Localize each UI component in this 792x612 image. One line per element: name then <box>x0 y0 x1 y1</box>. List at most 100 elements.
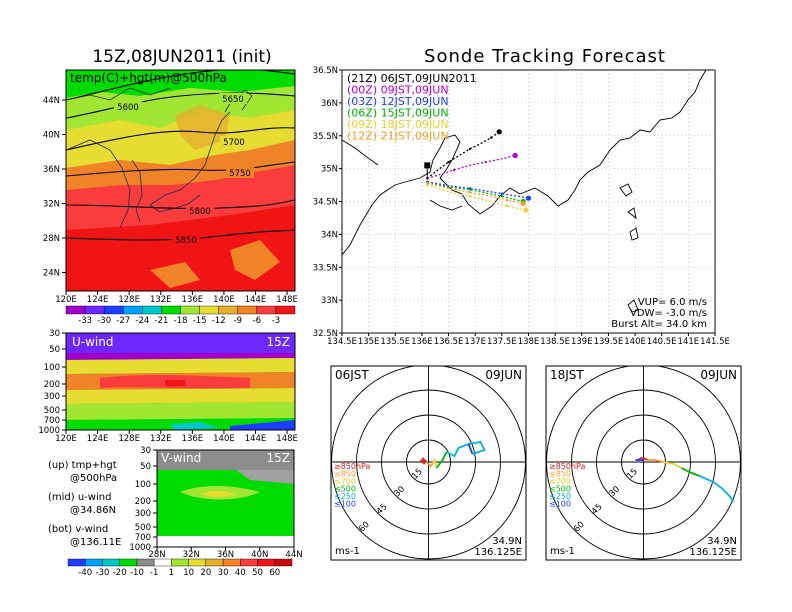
colorbar-swatch <box>188 558 207 567</box>
level-legend-4: ≤250 <box>549 492 571 501</box>
colorbar-label: 20 <box>200 568 211 578</box>
colorbar-label: 1 <box>169 568 174 578</box>
track-point <box>505 198 509 202</box>
y-tick-label: 100 <box>44 363 60 373</box>
x-tick-label: 144E <box>245 434 267 444</box>
x-tick-label: 135E <box>358 337 380 347</box>
x-tick-label: 140E <box>624 337 646 347</box>
x-tick-label: 137.5E <box>487 337 517 347</box>
x-tick-label: 32N <box>183 550 200 560</box>
track-point <box>468 188 472 191</box>
panel-uwind <box>66 333 295 430</box>
y-tick-label: 36N <box>43 165 60 175</box>
track-map-frame <box>341 69 716 334</box>
x-tick-label: 28N <box>148 550 165 560</box>
y-tick-label: 30 <box>140 446 151 456</box>
x-tick-label: 36N <box>217 550 234 560</box>
contour-label-5850: 5850 <box>175 236 197 246</box>
colorbar-swatch <box>199 305 219 315</box>
x-tick-label: 139E <box>571 337 593 347</box>
track-point <box>468 191 472 194</box>
trace-segment-5 <box>467 443 474 455</box>
colorbar-label: 40 <box>235 568 246 578</box>
x-tick-label: 144E <box>245 295 267 305</box>
level-legend-2: ≤700 <box>549 477 571 486</box>
left-legend: (up) tmp+hgt @500hPa (mid) u-wind @34.86… <box>48 460 121 548</box>
vwind-label: V-wind <box>161 451 201 465</box>
colorbar-swatch <box>102 558 120 567</box>
level-legend-3: ≤500 <box>334 485 356 494</box>
hodograph-units: ms-1 <box>550 546 575 557</box>
colorbar-swatch <box>257 558 275 567</box>
colorbar-label: -12 <box>212 316 226 326</box>
colorbar-label: 60 <box>269 568 280 578</box>
colorbar-swatch <box>123 305 143 315</box>
trace-segment-1 <box>425 461 434 468</box>
panel-500hpa-axes: 120E 124E 128E 132E 136E 140E 144E 148E 44N 40N 36… <box>43 96 298 305</box>
colorbar-label: -1 <box>150 568 158 578</box>
track-point <box>484 160 488 164</box>
level-legend-0: ≥850hPa <box>334 462 371 471</box>
colorbar-swatch <box>180 305 200 315</box>
x-tick-label: 141.5E <box>700 337 730 347</box>
trace-segment-3 <box>681 467 700 477</box>
colorbar-swatch <box>256 305 277 315</box>
hodograph-lat: 34.9N <box>707 536 737 547</box>
uwind-label: U-wind <box>72 335 113 349</box>
level-legend-5: ≤100 <box>549 500 571 509</box>
colorbar-label: -24 <box>135 316 149 326</box>
colorbar-swatch <box>103 305 124 315</box>
x-tick-label: 128E <box>118 434 140 444</box>
x-tick-label: 136E <box>182 295 204 305</box>
legend-mid-1: (mid) u-wind <box>48 492 111 503</box>
colorbar-swatch <box>161 305 181 315</box>
x-tick-label: 140E <box>213 295 235 305</box>
colorbar-swatch <box>218 305 238 315</box>
x-tick-label: 136E <box>411 337 433 347</box>
legend-mid-2: @34.86N <box>70 505 116 516</box>
hodograph-rings <box>331 366 526 560</box>
track-point <box>500 195 504 198</box>
y-tick-label: 500 <box>44 406 60 416</box>
panel-uwind-axes: 120E 124E 128E 132E 136E 140E 144E 148E 30 50 100 2… <box>38 329 298 444</box>
x-tick-label: 139.5E <box>594 337 624 347</box>
colorbar-swatch <box>237 305 258 315</box>
trace-segment-2 <box>663 461 682 469</box>
x-tick-label: 138.5E <box>540 337 570 347</box>
hodograph-lon: 136.125E <box>689 547 737 558</box>
y-tick-label: 50 <box>49 345 60 355</box>
track-point <box>505 204 509 208</box>
y-tick-label: 33.5N <box>313 263 338 273</box>
x-tick-label: 124E <box>87 434 109 444</box>
colorbar-swatch <box>65 305 86 315</box>
colorbar-label: -33 <box>78 316 92 326</box>
y-tick-label: 700 <box>135 533 151 543</box>
y-tick-label: 1000 <box>129 543 151 553</box>
hodograph-rings <box>546 366 741 560</box>
colorbar-swatch <box>240 558 258 567</box>
colorbar-swatch <box>222 558 241 567</box>
x-tick-label: 124E <box>87 295 109 305</box>
y-tick-label: 24N <box>43 269 60 279</box>
x-tick-label: 140E <box>213 434 235 444</box>
track-point <box>490 136 493 139</box>
legend-entry-1: (00Z) 09JST,09JUN <box>347 84 449 97</box>
y-tick-label: 34.5N <box>313 198 338 208</box>
trace-segment-0 <box>637 457 648 461</box>
contour-label-5700: 5700 <box>223 138 245 148</box>
x-tick-label: 135.5E <box>380 337 410 347</box>
track-map-coastline <box>342 70 707 313</box>
y-tick-label: 200 <box>135 497 151 507</box>
track-point <box>468 147 472 151</box>
colorbar-label: -30 <box>96 568 110 578</box>
colorbar-swatch <box>119 558 138 567</box>
hodograph-time: 18JST <box>550 368 584 382</box>
y-tick-label: 200 <box>44 380 60 390</box>
x-tick-label: 132E <box>150 295 172 305</box>
contour-label-5750: 5750 <box>229 169 251 179</box>
track-map-legend: (21Z) 06JST,09JUN2011(00Z) 09JST,09JUN(0… <box>347 72 477 143</box>
colorbar-swatch <box>171 558 189 567</box>
y-tick-label: 33N <box>321 296 338 306</box>
colorbar-label: -10 <box>130 568 144 578</box>
